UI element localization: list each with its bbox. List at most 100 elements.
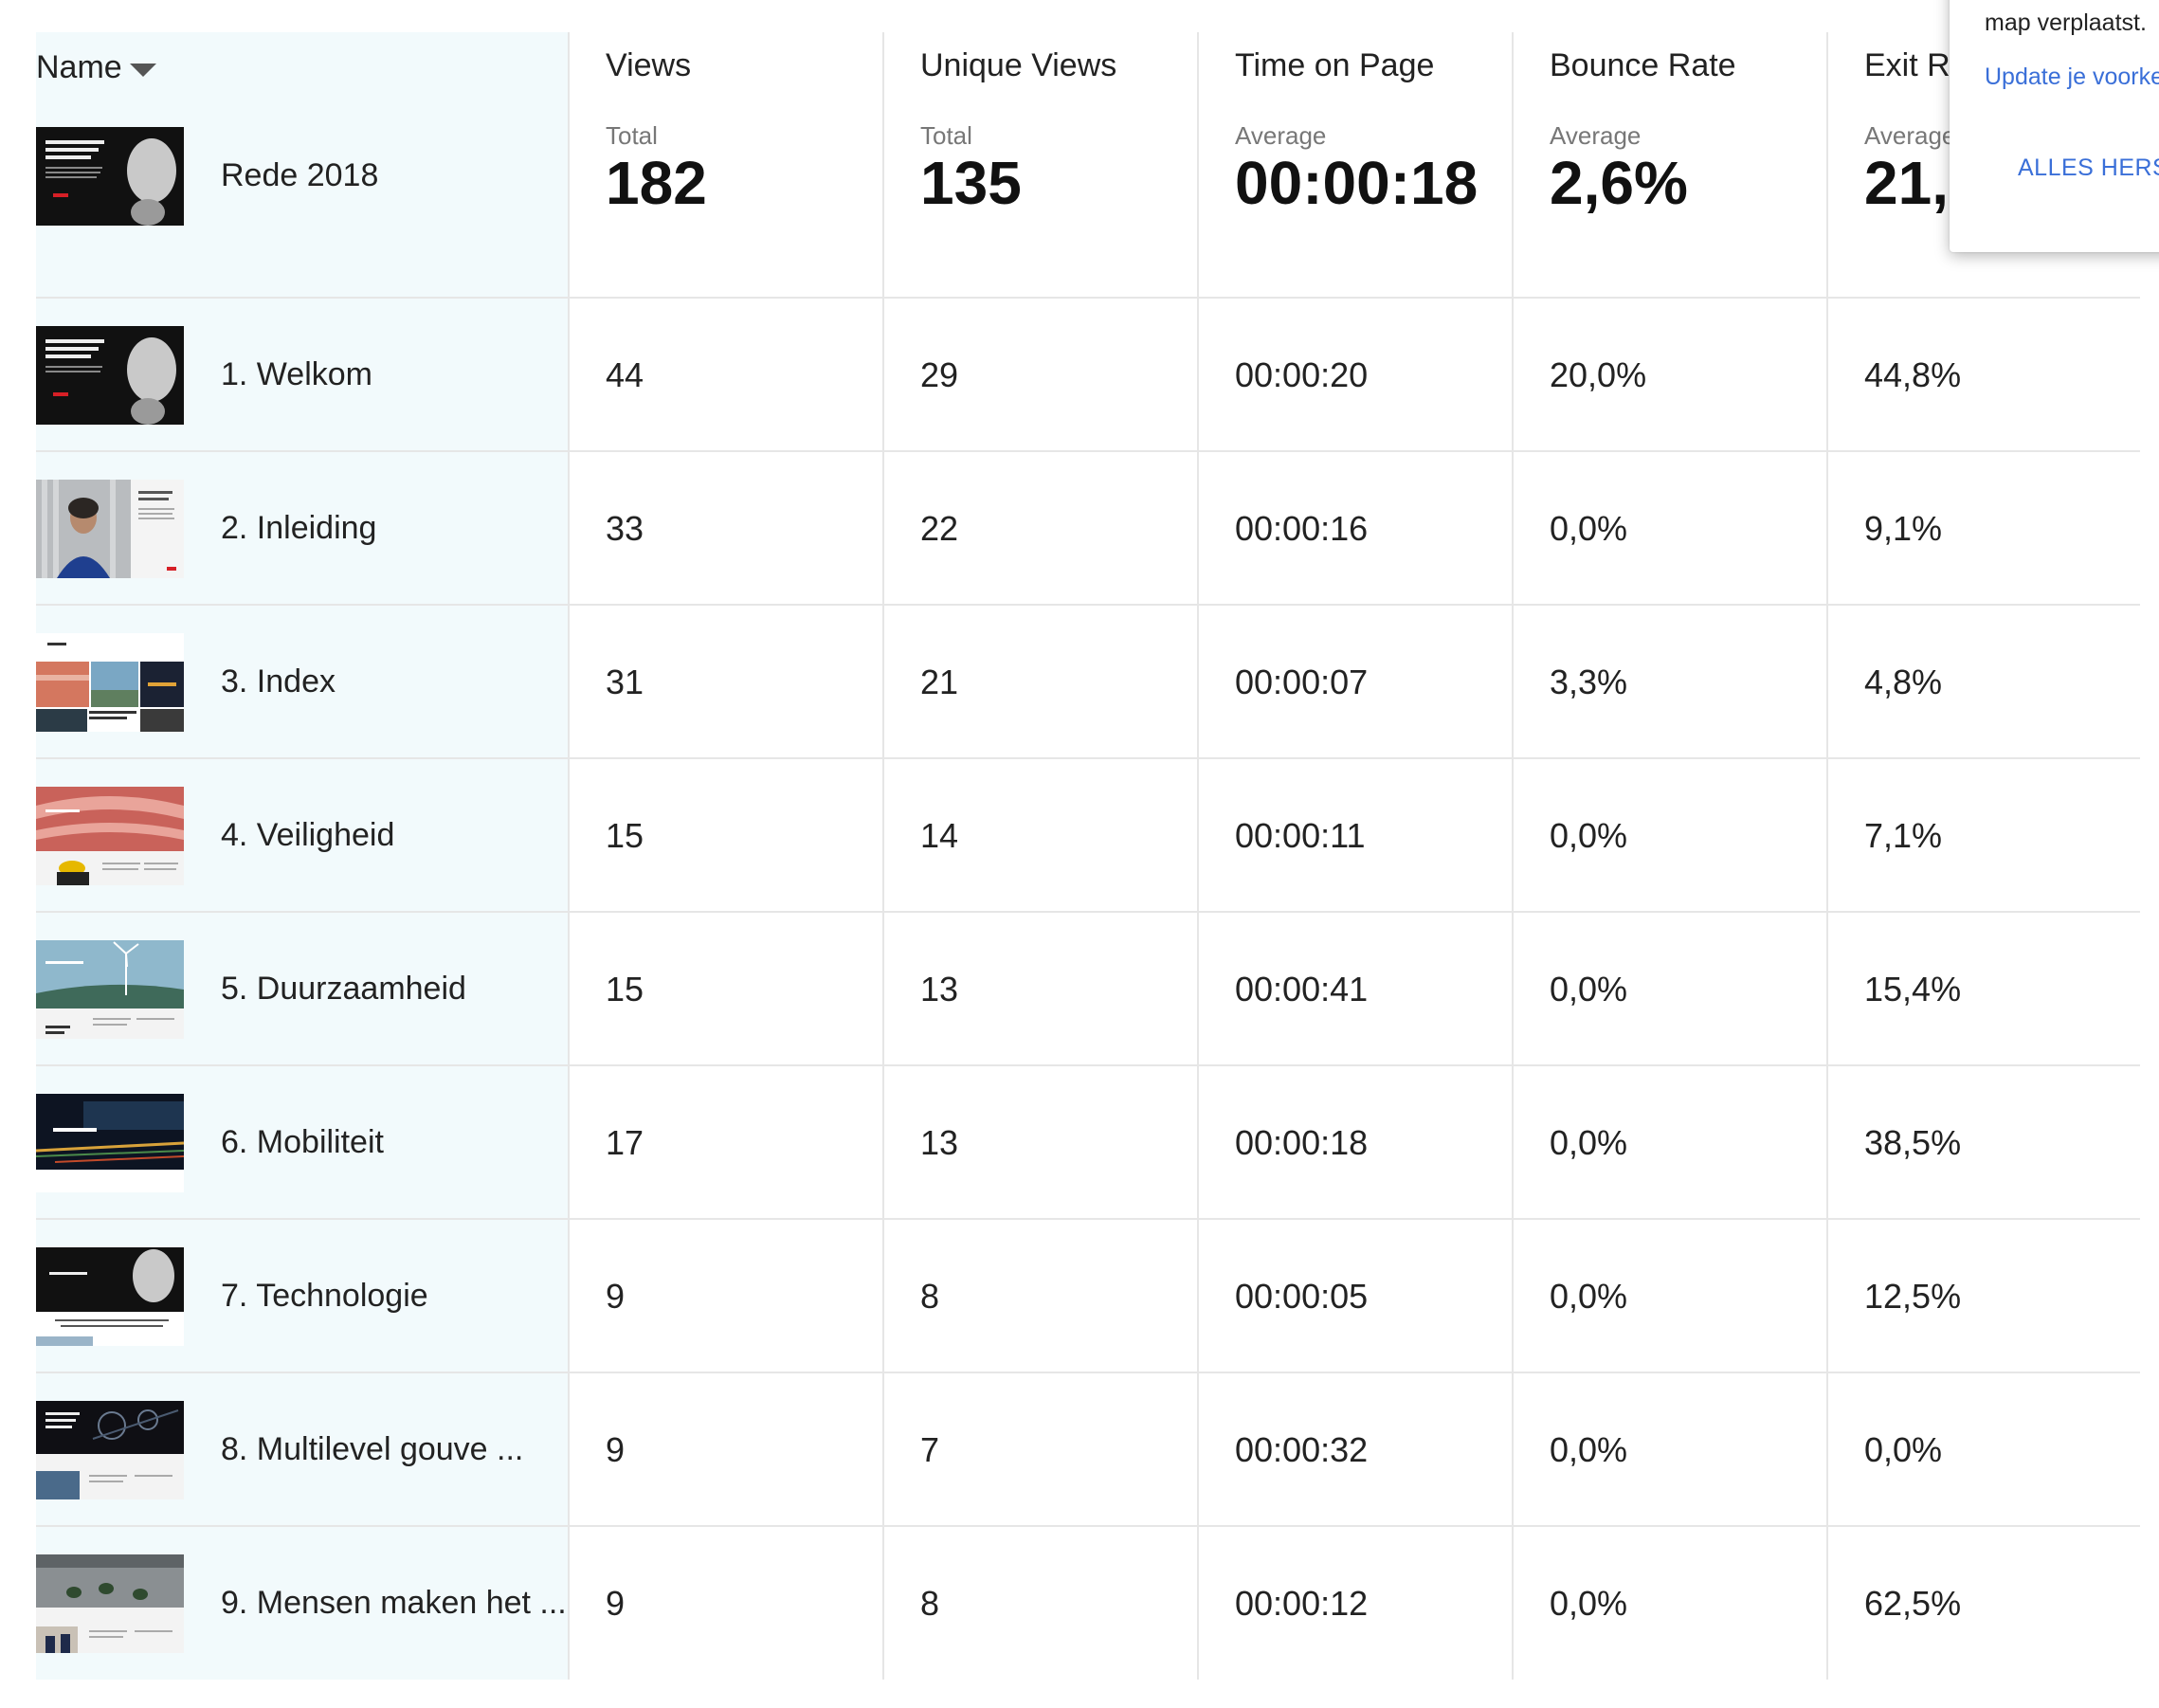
- bounce-rate-cell: 0,0%: [1550, 1584, 1628, 1623]
- row-thumbnail: [36, 1401, 184, 1499]
- name-header-label: Name: [36, 49, 122, 85]
- unique-views-cell: 8: [920, 1277, 940, 1316]
- column-divider: [1826, 32, 1828, 1680]
- bounce-rate-cell: 0,0%: [1550, 970, 1628, 1008]
- time-on-page-cell: 00:00:32: [1235, 1430, 1369, 1469]
- row-divider: [36, 604, 2140, 606]
- views-cell: 31: [606, 663, 644, 701]
- exit-rate-cell: 4,8%: [1864, 663, 1943, 701]
- unique-views-total-value: 135: [920, 149, 1022, 217]
- slide-thumbnail-robot-dark-image: [36, 1247, 184, 1346]
- time-on-page-cell: 00:00:20: [1235, 355, 1369, 394]
- time-on-page-cell: 00:00:07: [1235, 663, 1369, 701]
- exit-rate-average-value: 21,(: [1864, 149, 1950, 217]
- row-thumbnail: [36, 787, 184, 885]
- summary-slide-thumbnail[interactable]: [36, 127, 184, 226]
- exit-rate-cell: 44,8%: [1864, 355, 1962, 394]
- bounce-rate-average-label: Average: [1550, 121, 1642, 150]
- row-divider: [36, 757, 2140, 759]
- bounce-rate-cell: 0,0%: [1550, 1277, 1628, 1316]
- unique-views-cell: 13: [920, 1123, 959, 1162]
- exit-rate-cell: 62,5%: [1864, 1584, 1962, 1623]
- row-divider: [36, 1064, 2140, 1066]
- views-cell: 15: [606, 816, 644, 855]
- time-on-page-cell: 00:00:18: [1235, 1123, 1369, 1162]
- bounce-rate-cell: 0,0%: [1550, 1123, 1628, 1162]
- row-name: 4. Veiligheid: [221, 817, 395, 853]
- unique-views-column-header[interactable]: Unique Views: [920, 47, 1117, 83]
- row-divider: [36, 911, 2140, 913]
- time-on-page-cell: 00:00:41: [1235, 970, 1369, 1008]
- bounce-rate-cell: 20,0%: [1550, 355, 1647, 394]
- sort-descending-icon[interactable]: [129, 63, 156, 77]
- views-cell: 15: [606, 970, 644, 1008]
- slide-thumbnail-portrait-image: [36, 480, 184, 578]
- exit-rate-cell: 12,5%: [1864, 1277, 1962, 1316]
- row-thumbnail: [36, 1247, 184, 1346]
- row-divider: [36, 1525, 2140, 1527]
- unique-views-cell: 21: [920, 663, 959, 701]
- row-name: 6. Mobiliteit: [221, 1124, 384, 1160]
- exit-rate-cell: 38,5%: [1864, 1123, 1962, 1162]
- row-name: 9. Mensen maken het ...: [221, 1585, 567, 1621]
- name-column-header[interactable]: Name: [36, 49, 156, 86]
- row-thumbnail: [36, 480, 184, 578]
- bounce-rate-cell: 0,0%: [1550, 509, 1628, 548]
- exit-rate-header-clip: Exit Ra Average 21,(: [1826, 0, 1950, 313]
- row-divider: [36, 450, 2140, 452]
- time-on-page-cell: 00:00:16: [1235, 509, 1369, 548]
- column-divider: [1512, 32, 1514, 1680]
- bounce-rate-average-value: 2,6%: [1550, 149, 1688, 217]
- bounce-rate-cell: 0,0%: [1550, 1430, 1628, 1469]
- slide-thumbnail-night-train-image: [36, 1094, 184, 1192]
- row-thumbnail: [36, 940, 184, 1039]
- row-name: 1. Welkom: [221, 356, 372, 392]
- row-divider: [36, 297, 2140, 299]
- time-on-page-cell: 00:00:11: [1235, 816, 1366, 855]
- slide-thumbnail-lifebuoy-image: [36, 787, 184, 885]
- exit-rate-column-header[interactable]: Exit Ra: [1864, 47, 1950, 83]
- exit-rate-average-label: Average: [1864, 121, 1950, 150]
- time-on-page-cell: 00:00:12: [1235, 1584, 1369, 1623]
- views-cell: 17: [606, 1123, 644, 1162]
- row-divider: [36, 1372, 2140, 1373]
- views-cell: 9: [606, 1584, 626, 1623]
- views-cell: 9: [606, 1430, 626, 1469]
- column-divider: [568, 32, 570, 1680]
- bounce-rate-column-header[interactable]: Bounce Rate: [1550, 47, 1736, 83]
- slide-thumbnail-windturbine-image: [36, 940, 184, 1039]
- views-cell: 44: [606, 355, 644, 394]
- row-name: 5. Duurzaamheid: [221, 971, 466, 1007]
- update-preferences-link[interactable]: Update je voorke: [1985, 64, 2159, 90]
- row-thumbnail: [36, 633, 184, 732]
- unique-views-cell: 14: [920, 816, 959, 855]
- row-name: 2. Inleiding: [221, 510, 377, 546]
- time-on-page-cell: 00:00:05: [1235, 1277, 1369, 1316]
- row-name: 7. Technologie: [221, 1278, 428, 1314]
- bounce-rate-cell: 0,0%: [1550, 816, 1628, 855]
- restore-all-button[interactable]: ALLES HERST: [2018, 154, 2159, 181]
- row-thumbnail: [36, 326, 184, 425]
- row-name: 3. Index: [221, 663, 336, 700]
- time-on-page-average-value: 00:00:18: [1235, 149, 1479, 217]
- time-on-page-column-header[interactable]: Time on Page: [1235, 47, 1435, 83]
- row-thumbnail: [36, 1094, 184, 1192]
- row-thumbnail: [36, 1554, 184, 1653]
- exit-rate-cell: 9,1%: [1864, 509, 1943, 548]
- exit-rate-cell: 0,0%: [1864, 1430, 1943, 1469]
- unique-views-cell: 22: [920, 509, 959, 548]
- summary-name[interactable]: Rede 2018: [221, 157, 379, 193]
- row-name: 8. Multilevel gouve ...: [221, 1431, 524, 1467]
- exit-rate-cell: 7,1%: [1864, 816, 1943, 855]
- slide-thumbnail-people-image: [36, 1554, 184, 1653]
- row-divider: [36, 1218, 2140, 1220]
- notification-popup: map verplaatst. Update je voorke ALLES H…: [1950, 0, 2159, 252]
- column-divider: [882, 32, 884, 1680]
- views-cell: 9: [606, 1277, 626, 1316]
- popup-message: map verplaatst.: [1985, 9, 2147, 36]
- slide-thumbnail-network-image: [36, 1401, 184, 1499]
- slide-thumbnail-robot-image: [36, 127, 184, 226]
- unique-views-cell: 7: [920, 1430, 940, 1469]
- views-column-header[interactable]: Views: [606, 47, 692, 83]
